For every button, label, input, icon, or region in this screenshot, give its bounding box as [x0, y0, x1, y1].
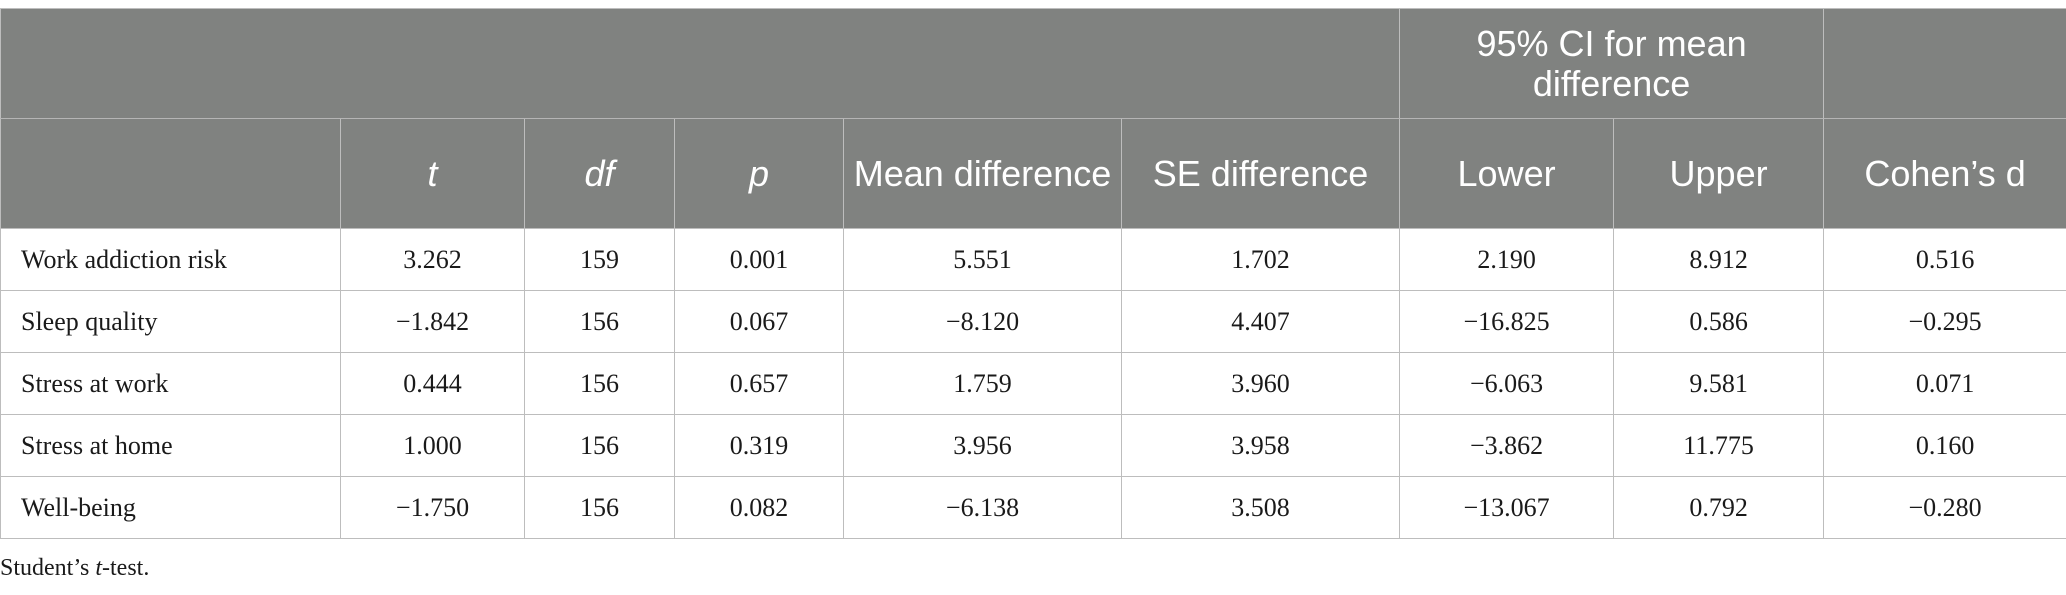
- cell-df: 156: [524, 352, 675, 415]
- cell-t: −1.750: [340, 476, 525, 539]
- table-row: Well-being −1.750 156 0.082 −6.138 3.508…: [0, 476, 2066, 539]
- cell-mean-difference: 3.956: [843, 414, 1122, 477]
- cell-df: 159: [524, 228, 675, 291]
- cell-upper: 9.581: [1613, 352, 1825, 415]
- cell-lower: −6.063: [1399, 352, 1615, 415]
- cell-cohens-d: −0.295: [1823, 290, 2066, 353]
- cell-upper: 11.775: [1613, 414, 1825, 477]
- cell-mean-difference: −6.138: [843, 476, 1122, 539]
- cell-df: 156: [524, 476, 675, 539]
- footnote-suffix: -test.: [102, 555, 150, 581]
- cell-lower: −16.825: [1399, 290, 1615, 353]
- table-header: 95% CI for mean difference t df p Mean d…: [0, 8, 2066, 229]
- cell-se-difference: 3.508: [1120, 476, 1401, 539]
- cell-cohens-d: −0.280: [1823, 476, 2066, 539]
- t-test-results-table: 95% CI for mean difference t df p Mean d…: [0, 8, 2066, 539]
- row-label: Stress at work: [0, 352, 341, 415]
- row-label: Well-being: [0, 476, 341, 539]
- cell-lower: −13.067: [1399, 476, 1615, 539]
- cell-se-difference: 3.958: [1120, 414, 1401, 477]
- table-footnote: Student’s t-test.: [0, 555, 149, 582]
- table-body: Work addiction risk 3.262 159 0.001 5.55…: [0, 228, 2066, 539]
- header-column-row: t df p Mean difference SE difference Low…: [0, 118, 2066, 229]
- cell-t: 1.000: [340, 414, 525, 477]
- column-header-p: p: [674, 118, 844, 229]
- ci-group-header: 95% CI for mean difference: [1399, 8, 1825, 119]
- cell-cohens-d: 0.160: [1823, 414, 2066, 477]
- cell-upper: 8.912: [1613, 228, 1825, 291]
- row-label: Stress at home: [0, 414, 341, 477]
- row-label: Work addiction risk: [0, 228, 341, 291]
- cell-p: 0.082: [674, 476, 844, 539]
- cell-upper: 0.792: [1613, 476, 1825, 539]
- header-group-spacer-right: [1823, 8, 2066, 119]
- cell-cohens-d: 0.516: [1823, 228, 2066, 291]
- cell-t: 3.262: [340, 228, 525, 291]
- cell-se-difference: 4.407: [1120, 290, 1401, 353]
- cell-t: 0.444: [340, 352, 525, 415]
- cell-se-difference: 3.960: [1120, 352, 1401, 415]
- column-header-lower: Lower: [1399, 118, 1615, 229]
- header-group-spacer: [0, 8, 1401, 119]
- cell-lower: −3.862: [1399, 414, 1615, 477]
- table-row: Work addiction risk 3.262 159 0.001 5.55…: [0, 228, 2066, 291]
- cell-p: 0.657: [674, 352, 844, 415]
- footnote-italic: t: [95, 555, 103, 581]
- table-row: Sleep quality −1.842 156 0.067 −8.120 4.…: [0, 290, 2066, 353]
- cell-cohens-d: 0.071: [1823, 352, 2066, 415]
- column-header-cohens-d: Cohen’s d: [1823, 118, 2066, 229]
- footnote-prefix: Student’s: [0, 555, 96, 581]
- cell-mean-difference: 1.759: [843, 352, 1122, 415]
- column-header-df: df: [524, 118, 675, 229]
- row-label: Sleep quality: [0, 290, 341, 353]
- cell-p: 0.319: [674, 414, 844, 477]
- column-header-se-difference: SE difference: [1120, 118, 1401, 229]
- cell-upper: 0.586: [1613, 290, 1825, 353]
- cell-mean-difference: 5.551: [843, 228, 1122, 291]
- row-label-header: [0, 118, 341, 229]
- cell-mean-difference: −8.120: [843, 290, 1122, 353]
- column-header-t: t: [340, 118, 525, 229]
- cell-df: 156: [524, 414, 675, 477]
- header-group-row: 95% CI for mean difference: [0, 8, 2066, 119]
- cell-t: −1.842: [340, 290, 525, 353]
- column-header-upper: Upper: [1613, 118, 1825, 229]
- cell-df: 156: [524, 290, 675, 353]
- cell-p: 0.067: [674, 290, 844, 353]
- table-row: Stress at home 1.000 156 0.319 3.956 3.9…: [0, 414, 2066, 477]
- cell-lower: 2.190: [1399, 228, 1615, 291]
- column-header-mean-difference: Mean difference: [843, 118, 1122, 229]
- table-row: Stress at work 0.444 156 0.657 1.759 3.9…: [0, 352, 2066, 415]
- cell-p: 0.001: [674, 228, 844, 291]
- cell-se-difference: 1.702: [1120, 228, 1401, 291]
